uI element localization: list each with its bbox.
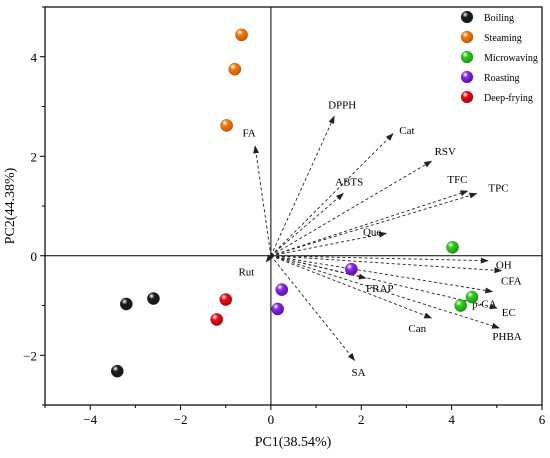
loading-label: EC xyxy=(502,307,516,319)
loading-arrow xyxy=(270,255,498,310)
x-tick-label: 0 xyxy=(268,412,275,427)
score-point xyxy=(454,299,468,312)
loading-label: DPPH xyxy=(328,99,356,111)
y-axis-ticks: −2 0 2 4 xyxy=(23,6,45,406)
score-point xyxy=(271,302,285,316)
loading-label: Rut xyxy=(238,267,254,279)
score-point xyxy=(235,28,248,42)
x-tick-label: 6 xyxy=(539,412,546,427)
loading-label: TPC xyxy=(488,183,508,195)
loading-label: FA xyxy=(242,127,255,139)
score-point xyxy=(219,293,233,306)
score-point xyxy=(465,290,479,304)
loading-arrow xyxy=(270,190,469,257)
score-point xyxy=(344,262,358,276)
loading-arrow xyxy=(253,145,272,256)
legend: Boiling Steaming Microwaving Roasting Deep-f… xyxy=(460,10,538,104)
score-point xyxy=(146,292,160,305)
score-point xyxy=(275,283,289,297)
loading-arrow xyxy=(270,160,433,257)
loading-arrow xyxy=(270,192,344,257)
loading-arrow xyxy=(270,255,503,274)
loading-arrow xyxy=(270,192,478,257)
x-axis-ticks: −4 −2 0 2 4 6 xyxy=(44,405,546,427)
legend-label: Boiling xyxy=(484,13,514,24)
loading-label: OH xyxy=(496,260,512,272)
loading-arrow xyxy=(270,133,394,257)
loading-label: ABTS xyxy=(335,177,363,189)
loading-arrow xyxy=(270,255,356,362)
score-point xyxy=(228,62,242,76)
legend-marker xyxy=(460,70,474,84)
loading-label: CFA xyxy=(501,276,522,288)
legend-label: Steaming xyxy=(484,33,522,44)
legend-marker xyxy=(460,50,474,64)
loading-arrow xyxy=(270,115,335,256)
loading-label: TFC xyxy=(447,174,467,186)
loading-label: PHBA xyxy=(492,331,521,343)
loading-label: RSV xyxy=(435,146,456,158)
score-point xyxy=(119,297,133,311)
loading-label: SA xyxy=(351,367,365,379)
loading-arrow xyxy=(270,255,489,264)
loading-label: Cat xyxy=(399,125,414,137)
x-axis-title: PC1(38.54%) xyxy=(255,435,332,450)
y-tick-label: 4 xyxy=(31,50,38,65)
legend-label: Roasting xyxy=(484,73,520,84)
legend-marker xyxy=(460,90,474,104)
x-tick-label: 4 xyxy=(448,412,455,427)
x-tick-label: −2 xyxy=(174,412,188,427)
y-tick-label: 2 xyxy=(31,149,38,164)
legend-marker xyxy=(460,30,474,44)
loading-arrow xyxy=(270,255,501,329)
loading-arrow xyxy=(265,254,274,263)
score-points xyxy=(110,28,479,378)
loading-label: Can xyxy=(408,323,426,335)
score-point xyxy=(220,118,234,132)
score-point xyxy=(210,312,224,326)
legend-label: Microwaving xyxy=(484,53,538,64)
score-point xyxy=(446,240,459,254)
loading-arrow xyxy=(270,255,494,294)
legend-marker xyxy=(460,10,474,24)
loading-label: FRAP xyxy=(366,283,394,295)
y-tick-label: 0 xyxy=(31,249,38,264)
legend-label: Deep-frying xyxy=(484,93,533,104)
y-tick-label: −2 xyxy=(23,348,37,363)
score-point xyxy=(110,364,124,378)
loading-label: Que xyxy=(363,226,381,238)
x-tick-label: 2 xyxy=(358,412,365,427)
y-axis-title: PC2(44.38%) xyxy=(3,167,18,244)
plot-frame xyxy=(44,6,543,406)
loading-arrow xyxy=(270,255,433,319)
reference-lines xyxy=(45,7,542,405)
x-tick-label: −4 xyxy=(83,412,97,427)
